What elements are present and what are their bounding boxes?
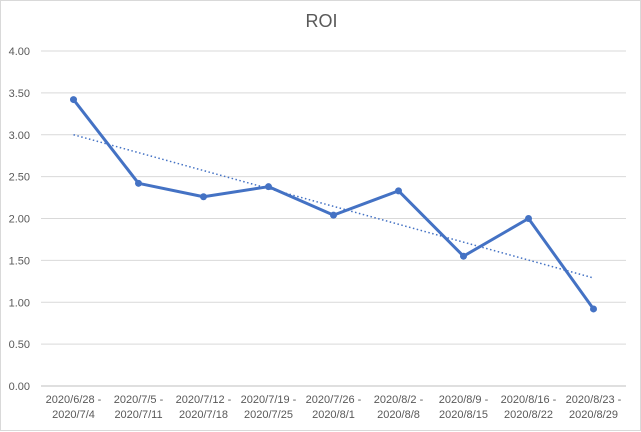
x-tick-label: 2020/7/12 - bbox=[176, 394, 232, 406]
data-point bbox=[330, 211, 337, 219]
x-tick-label: 2020/8/9 - bbox=[439, 394, 489, 406]
x-tick-label: 2020/8/2 - bbox=[374, 394, 424, 406]
x-tick-label: 2020/7/5 - bbox=[114, 394, 164, 406]
x-tick-label: 2020/8/29 bbox=[569, 409, 618, 421]
x-tick-label: 2020/7/4 bbox=[52, 409, 95, 421]
chart-title: ROI bbox=[305, 11, 338, 31]
x-tick-label: 2020/8/8 bbox=[377, 409, 420, 421]
data-point bbox=[460, 252, 467, 260]
trendline bbox=[73, 134, 594, 279]
data-point bbox=[265, 183, 272, 191]
y-tick-label: 2.00 bbox=[9, 214, 30, 226]
x-tick-label: 2020/8/15 bbox=[439, 409, 488, 421]
data-point bbox=[525, 215, 532, 222]
y-tick-label: 3.00 bbox=[9, 130, 30, 142]
y-tick-label: 3.50 bbox=[9, 88, 30, 100]
y-tick-label: 4.00 bbox=[9, 46, 30, 58]
x-tick-label: 2020/7/18 bbox=[179, 409, 228, 421]
data-point bbox=[200, 193, 207, 201]
data-point bbox=[135, 179, 142, 187]
y-tick-label: 2.50 bbox=[9, 172, 30, 184]
x-tick-label: 2020/7/25 bbox=[244, 409, 293, 421]
data-point bbox=[395, 187, 402, 195]
series-line bbox=[72, 98, 595, 310]
x-tick-label: 2020/8/23 - bbox=[566, 394, 622, 406]
x-tick-label: 2020/6/28 - bbox=[46, 394, 102, 406]
x-tick-label: 2020/7/11 bbox=[114, 409, 162, 421]
y-tick-label: 0.00 bbox=[9, 381, 30, 393]
data-point bbox=[70, 96, 77, 104]
x-tick-label: 2020/7/19 - bbox=[241, 394, 297, 406]
x-tick-label: 2020/7/26 - bbox=[306, 394, 362, 406]
x-tick-label: 2020/8/16 - bbox=[501, 394, 557, 406]
x-tick-label: 2020/8/22 bbox=[504, 409, 553, 421]
y-tick-label: 1.50 bbox=[9, 255, 30, 267]
data-point bbox=[590, 305, 597, 313]
x-tick-label: 2020/8/1 bbox=[312, 409, 355, 421]
y-tick-label: 1.00 bbox=[9, 297, 30, 309]
y-tick-label: 0.50 bbox=[9, 339, 30, 351]
